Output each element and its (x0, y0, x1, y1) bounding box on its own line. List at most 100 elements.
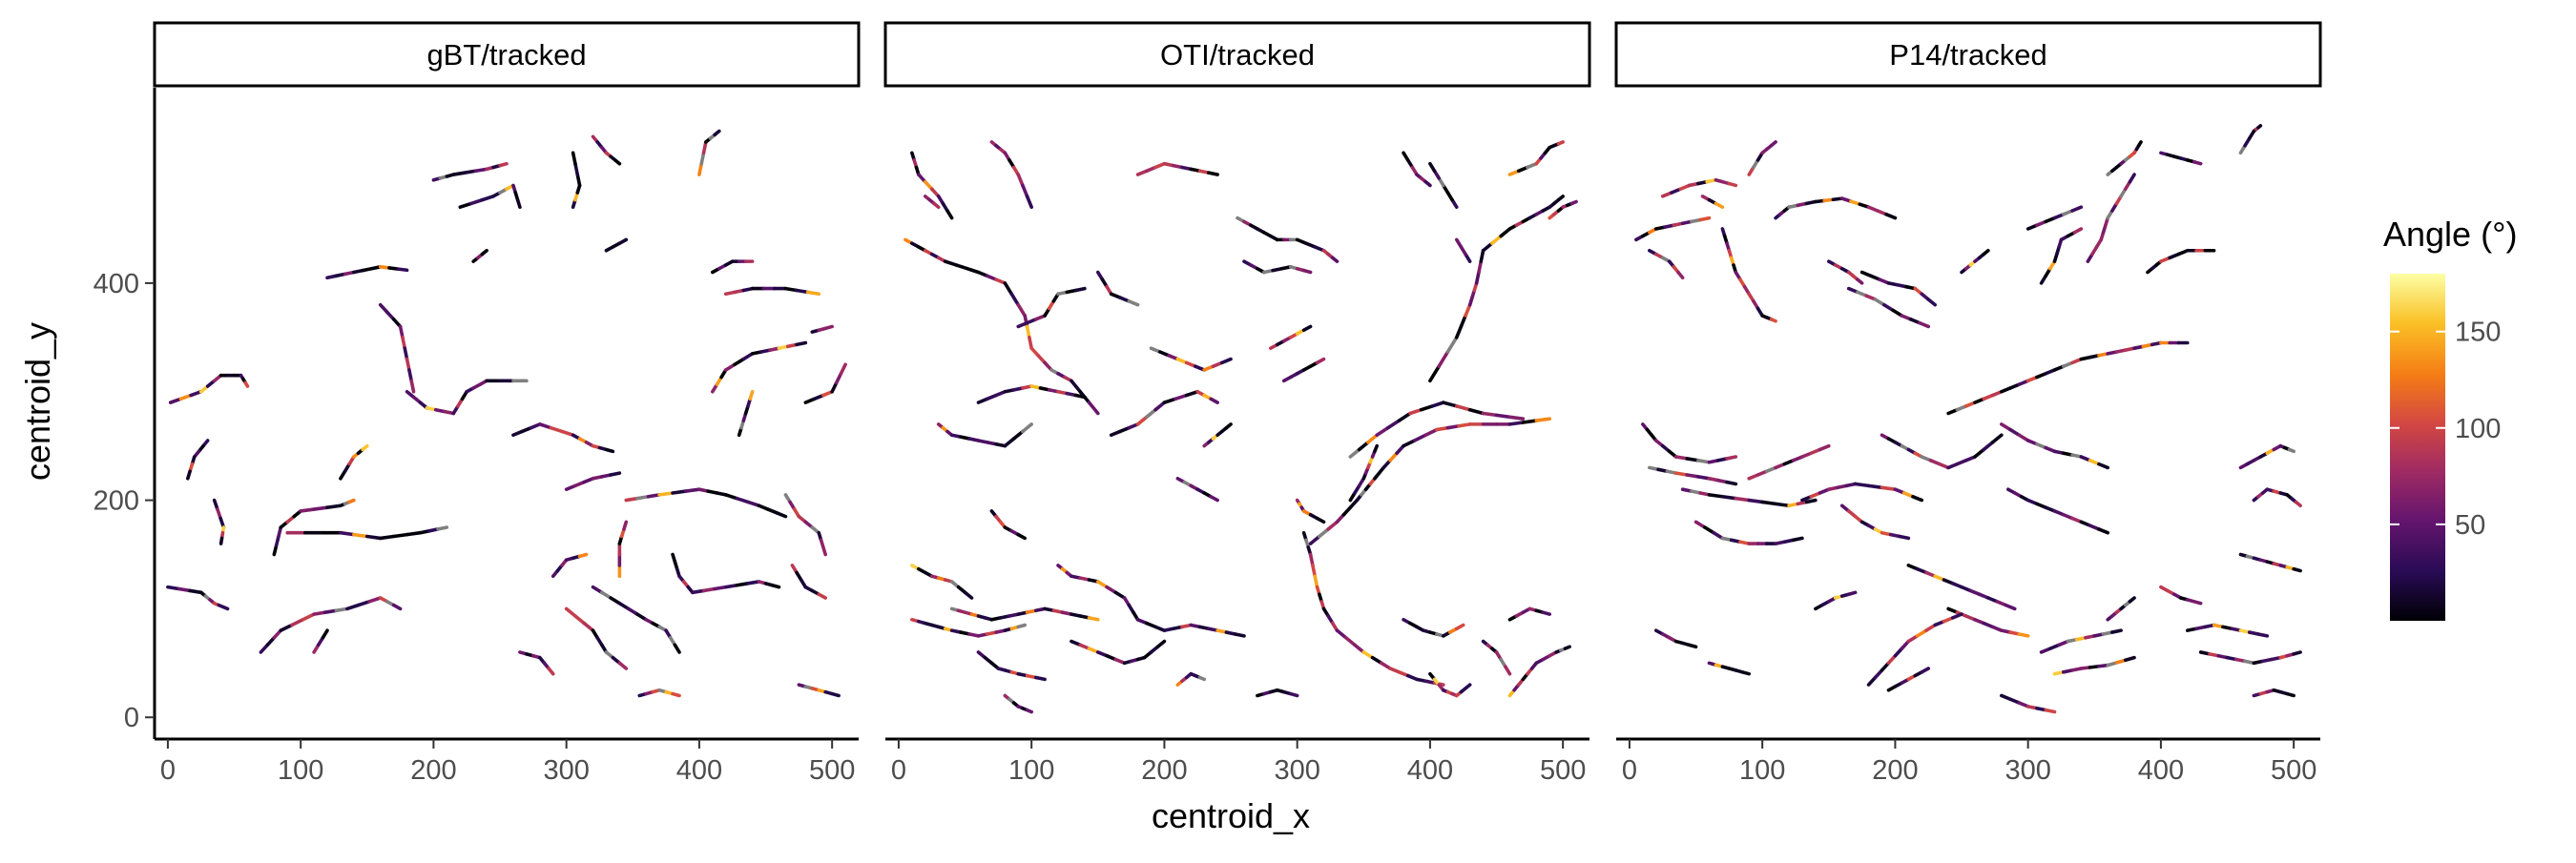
x-tick-label: 100 (1008, 755, 1054, 786)
y-tick-label: 0 (124, 703, 139, 733)
track-segment (321, 628, 329, 640)
cell-track (1700, 195, 1725, 210)
track-segment (1361, 650, 1375, 660)
cell-track (790, 564, 827, 600)
cell-track (591, 134, 622, 166)
cell-track (1906, 564, 2017, 611)
track-segment (188, 588, 203, 595)
track-segment (436, 525, 449, 531)
cell-track (976, 384, 1087, 404)
track-segment (1087, 616, 1100, 622)
x-tick-label: 500 (809, 755, 855, 786)
cell-track (2106, 596, 2136, 622)
track-segment (1982, 248, 1990, 257)
track-segment (624, 496, 639, 503)
track-segment (361, 443, 369, 452)
track-segment (1184, 389, 1200, 398)
track-segment (671, 691, 681, 698)
track-segment (352, 532, 369, 539)
track-segment (1380, 661, 1392, 670)
cell-track (910, 617, 1028, 638)
track-segment (617, 601, 631, 611)
track-segment (1556, 140, 1565, 146)
cell-track (1653, 628, 1698, 649)
cell-track (711, 259, 755, 275)
track-segment (1308, 534, 1321, 545)
cell-track (1109, 389, 1219, 438)
track-segment (1135, 415, 1149, 426)
track-segment (2017, 433, 2030, 442)
track-segment (1145, 407, 1157, 420)
cell-track (797, 683, 841, 698)
x-tick-label: 100 (1739, 755, 1785, 786)
track-segment (515, 197, 522, 210)
cell-track (212, 498, 226, 545)
x-tick-label: 300 (1274, 755, 1319, 786)
x-axis-title: centroid_x (1152, 796, 1310, 835)
track-segment (673, 643, 681, 654)
track-segment (1924, 623, 1937, 632)
track-segment (1950, 612, 1963, 620)
facet-panel: gBT/tracked 0 200 400 0 100 200 300 400 500 (93, 21, 861, 786)
track-segment (469, 197, 485, 206)
track-segment (1853, 482, 1871, 488)
cell-track (339, 443, 369, 481)
track-segment (177, 586, 192, 593)
cell-track (1747, 443, 1831, 481)
track-segment (701, 140, 708, 155)
track-segment (2017, 632, 2030, 638)
track-segment (1127, 299, 1140, 307)
track-segment (1911, 494, 1924, 503)
cell-track (1720, 227, 1777, 323)
track-segment (2097, 462, 2110, 470)
track-segment (839, 362, 847, 376)
track-segment (1113, 590, 1127, 600)
track-segment (364, 534, 383, 541)
track-segment (1973, 447, 1986, 459)
cell-track (1428, 671, 1472, 698)
cell-track (2039, 628, 2123, 654)
track-segment (1918, 320, 1931, 329)
cell-track (1660, 177, 1738, 198)
cell-track (1680, 487, 1818, 508)
track-segment (1357, 441, 1370, 452)
track-segment (635, 612, 649, 622)
cell-track (949, 606, 1100, 622)
cell-track (910, 151, 954, 220)
track-segment (1366, 433, 1380, 444)
track-segment (1873, 298, 1886, 307)
y-tick-label: 400 (93, 269, 139, 299)
track-segment (945, 209, 954, 220)
track-segment (741, 352, 755, 361)
track-segment (1016, 173, 1025, 188)
cell-track (1507, 606, 1552, 622)
cell-track (2000, 422, 2110, 470)
track-segment (396, 267, 409, 273)
track-segment (1926, 298, 1937, 307)
facet-strip-label: P14/tracked (1889, 38, 2046, 72)
cell-track (2159, 151, 2203, 166)
track-segment (1504, 665, 1512, 676)
track-segment (1445, 336, 1459, 354)
track-segment (817, 592, 827, 600)
track-segment (1028, 336, 1033, 351)
legend-title: Angle (°) (2383, 215, 2517, 254)
track-segment (617, 661, 629, 670)
track-segment (1408, 407, 1423, 416)
track-segment (2292, 650, 2302, 656)
track-segment (2285, 691, 2296, 698)
track-segment (1464, 683, 1472, 690)
track-segment (723, 583, 739, 589)
track-segment (1016, 302, 1028, 318)
track-segment (178, 393, 193, 401)
cell-track (2106, 140, 2143, 176)
cell-track (2039, 227, 2084, 285)
track-segment (279, 623, 294, 632)
cell-track (1800, 482, 1924, 503)
track-segment (1898, 534, 1911, 541)
track-segment (1207, 171, 1219, 176)
cell-track (1348, 443, 1380, 503)
track-segment (1034, 675, 1047, 682)
cell-track (1507, 645, 1571, 698)
track-segment (405, 530, 423, 537)
